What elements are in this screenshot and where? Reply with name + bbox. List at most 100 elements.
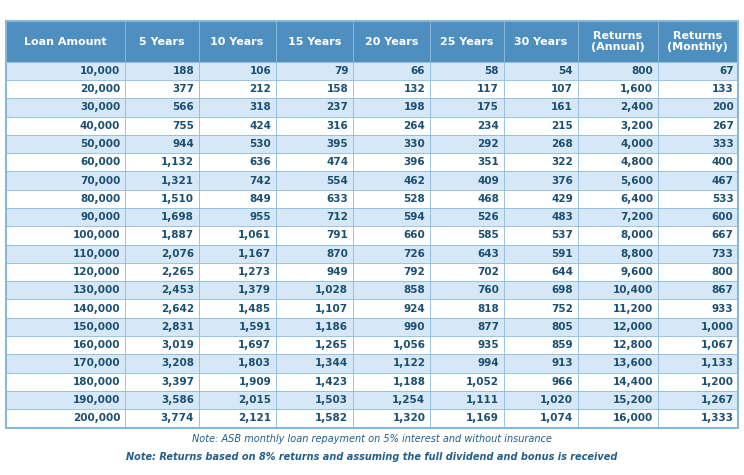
Bar bbox=[430, 153, 504, 171]
Bar bbox=[504, 409, 577, 428]
Text: 1,582: 1,582 bbox=[315, 413, 348, 423]
Bar bbox=[125, 62, 199, 80]
Text: 330: 330 bbox=[403, 139, 426, 149]
Bar bbox=[353, 171, 430, 190]
Text: 1,254: 1,254 bbox=[392, 395, 426, 405]
Text: 6,400: 6,400 bbox=[620, 194, 653, 204]
Text: 3,200: 3,200 bbox=[620, 121, 653, 131]
Bar bbox=[658, 135, 738, 153]
Bar bbox=[199, 208, 276, 226]
Bar bbox=[353, 354, 430, 372]
Text: 643: 643 bbox=[478, 249, 499, 259]
Text: 50,000: 50,000 bbox=[80, 139, 121, 149]
Bar bbox=[577, 409, 658, 428]
Text: 1,485: 1,485 bbox=[238, 304, 272, 314]
Bar bbox=[430, 117, 504, 135]
Bar bbox=[199, 354, 276, 372]
Bar bbox=[199, 245, 276, 263]
Text: 15,200: 15,200 bbox=[613, 395, 653, 405]
Text: 1,344: 1,344 bbox=[315, 359, 348, 369]
Text: 792: 792 bbox=[403, 267, 426, 277]
Text: 1,200: 1,200 bbox=[701, 377, 734, 387]
Text: 318: 318 bbox=[249, 103, 272, 113]
Text: 3,208: 3,208 bbox=[161, 359, 194, 369]
Bar bbox=[658, 391, 738, 409]
Bar bbox=[577, 135, 658, 153]
Bar bbox=[276, 208, 353, 226]
Bar bbox=[353, 299, 430, 318]
Text: Note: ASB monthly loan repayment on 5% interest and without insurance: Note: ASB monthly loan repayment on 5% i… bbox=[192, 434, 552, 445]
Text: 859: 859 bbox=[551, 340, 573, 350]
Text: 818: 818 bbox=[478, 304, 499, 314]
Text: 2,831: 2,831 bbox=[161, 322, 194, 332]
Bar bbox=[199, 372, 276, 391]
Text: 13,600: 13,600 bbox=[613, 359, 653, 369]
Bar bbox=[430, 171, 504, 190]
Bar bbox=[125, 171, 199, 190]
Bar bbox=[658, 336, 738, 354]
Bar bbox=[6, 171, 125, 190]
Bar bbox=[199, 21, 276, 62]
Text: 132: 132 bbox=[403, 84, 426, 94]
Bar bbox=[353, 226, 430, 245]
Text: 462: 462 bbox=[403, 176, 426, 186]
Text: 396: 396 bbox=[404, 157, 426, 167]
Text: 1,167: 1,167 bbox=[238, 249, 272, 259]
Text: 264: 264 bbox=[403, 121, 426, 131]
Bar bbox=[658, 190, 738, 208]
Text: 12,800: 12,800 bbox=[613, 340, 653, 350]
Text: Returns
(Monthly): Returns (Monthly) bbox=[667, 31, 728, 52]
Text: 237: 237 bbox=[327, 103, 348, 113]
Bar bbox=[577, 281, 658, 299]
Text: 867: 867 bbox=[712, 285, 734, 295]
Text: 1,698: 1,698 bbox=[161, 212, 194, 222]
Bar bbox=[276, 171, 353, 190]
Text: 11,200: 11,200 bbox=[613, 304, 653, 314]
Text: 1,379: 1,379 bbox=[238, 285, 272, 295]
Bar bbox=[199, 281, 276, 299]
Bar bbox=[125, 80, 199, 98]
Text: 7,200: 7,200 bbox=[620, 212, 653, 222]
Text: 30,000: 30,000 bbox=[80, 103, 121, 113]
Bar bbox=[276, 336, 353, 354]
Bar bbox=[6, 226, 125, 245]
Bar bbox=[6, 281, 125, 299]
Text: 1,267: 1,267 bbox=[700, 395, 734, 405]
Text: 80,000: 80,000 bbox=[80, 194, 121, 204]
Text: 468: 468 bbox=[478, 194, 499, 204]
Text: 198: 198 bbox=[404, 103, 426, 113]
Bar bbox=[276, 281, 353, 299]
Bar bbox=[577, 336, 658, 354]
Bar bbox=[276, 226, 353, 245]
Bar bbox=[199, 117, 276, 135]
Text: 322: 322 bbox=[551, 157, 573, 167]
Bar bbox=[199, 98, 276, 116]
Bar bbox=[430, 299, 504, 318]
Bar bbox=[276, 391, 353, 409]
Text: 2,642: 2,642 bbox=[161, 304, 194, 314]
Text: 140,000: 140,000 bbox=[73, 304, 121, 314]
Bar bbox=[658, 80, 738, 98]
Bar bbox=[6, 21, 738, 428]
Text: 2,015: 2,015 bbox=[238, 395, 272, 405]
Bar bbox=[504, 21, 577, 62]
Bar bbox=[125, 354, 199, 372]
Text: 161: 161 bbox=[551, 103, 573, 113]
Text: 1,333: 1,333 bbox=[701, 413, 734, 423]
Bar bbox=[504, 171, 577, 190]
Text: 2,453: 2,453 bbox=[161, 285, 194, 295]
Text: 966: 966 bbox=[551, 377, 573, 387]
Text: 1,697: 1,697 bbox=[238, 340, 272, 350]
Text: 66: 66 bbox=[411, 66, 426, 76]
Text: 483: 483 bbox=[551, 212, 573, 222]
Text: 3,019: 3,019 bbox=[161, 340, 194, 350]
Text: 2,076: 2,076 bbox=[161, 249, 194, 259]
Bar bbox=[276, 245, 353, 263]
Bar bbox=[658, 245, 738, 263]
Bar bbox=[504, 263, 577, 281]
Bar bbox=[504, 226, 577, 245]
Bar bbox=[125, 391, 199, 409]
Bar bbox=[6, 391, 125, 409]
Bar bbox=[658, 299, 738, 318]
Text: 16,000: 16,000 bbox=[613, 413, 653, 423]
